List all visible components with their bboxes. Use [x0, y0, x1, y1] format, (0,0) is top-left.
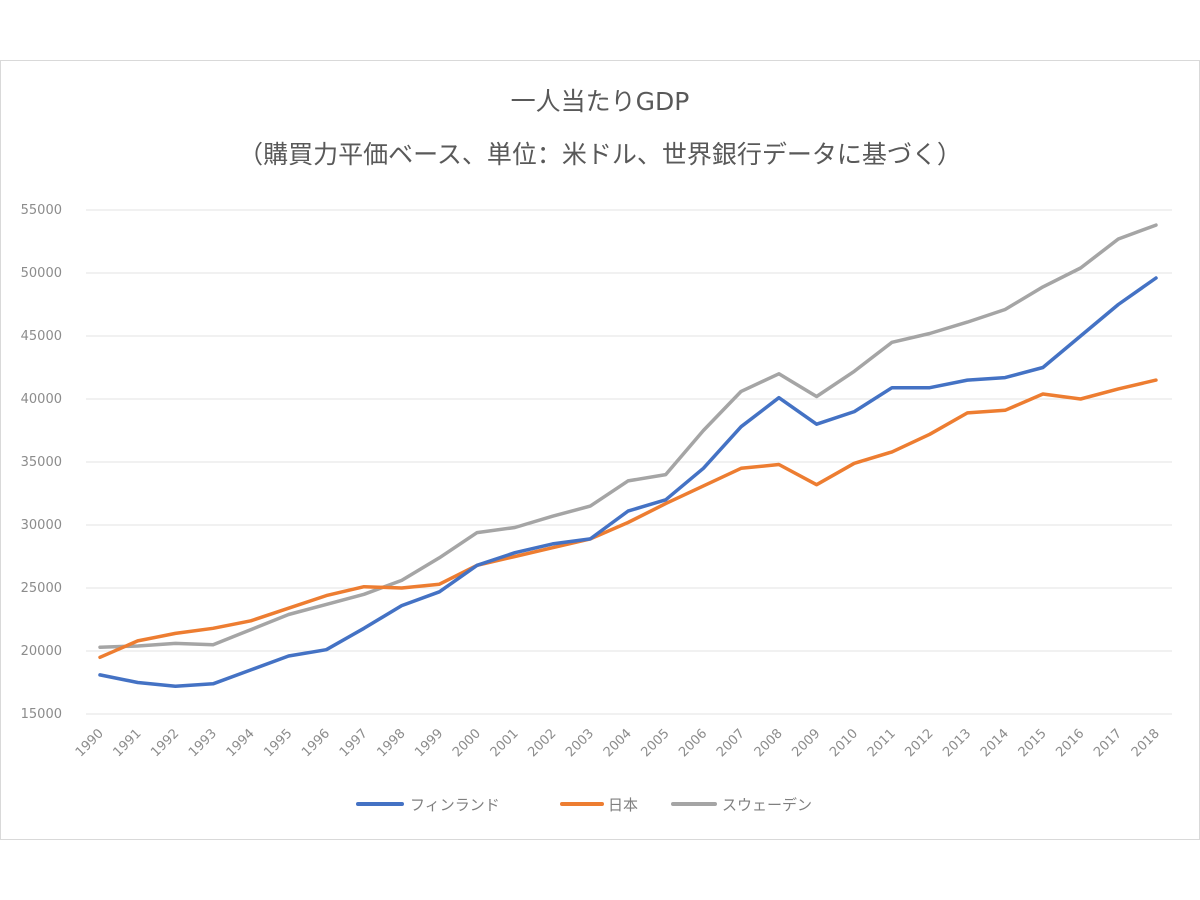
x-tick-1998: 1998 [375, 726, 409, 760]
chart-subtitle: （購買力平価ベース、単位：米ドル、世界銀行データに基づく） [238, 140, 962, 169]
x-tick-1993: 1993 [186, 726, 220, 760]
series-line-sweden [98, 223, 1158, 649]
x-tick-2000: 2000 [450, 726, 484, 760]
x-tick-2002: 2002 [525, 726, 559, 760]
x-tick-2018: 2018 [1129, 726, 1163, 760]
series-lines [98, 223, 1158, 689]
x-tick-1995: 1995 [261, 726, 295, 760]
x-tick-2003: 2003 [563, 726, 597, 760]
legend-label-japan: 日本 [608, 796, 638, 814]
x-tick-1991: 1991 [111, 726, 145, 760]
x-tick-2007: 2007 [714, 726, 748, 760]
y-tick-55000: 55000 [21, 203, 62, 218]
x-tick-2004: 2004 [601, 726, 635, 760]
y-tick-50000: 50000 [21, 266, 62, 281]
x-tick-1999: 1999 [412, 726, 446, 760]
x-tick-2013: 2013 [940, 726, 974, 760]
x-tick-2005: 2005 [639, 726, 673, 760]
x-tick-2001: 2001 [488, 726, 522, 760]
x-tick-1994: 1994 [224, 726, 258, 760]
x-tick-2010: 2010 [827, 726, 861, 760]
x-tick-1996: 1996 [299, 726, 333, 760]
x-tick-2015: 2015 [1016, 726, 1050, 760]
y-axis-ticks: 15000 20000 25000 30000 35000 40000 45000 50000… [21, 203, 62, 722]
y-tick-45000: 45000 [21, 329, 62, 344]
chart-frame [0, 60, 1200, 840]
legend-label-sweden: スウェーデン [722, 796, 812, 814]
x-tick-2017: 2017 [1091, 726, 1125, 760]
y-tick-40000: 40000 [21, 392, 62, 407]
y-tick-20000: 20000 [21, 644, 62, 659]
x-tick-2016: 2016 [1053, 726, 1087, 760]
x-tick-2014: 2014 [978, 726, 1012, 760]
x-tick-2012: 2012 [903, 726, 937, 760]
y-tick-25000: 25000 [21, 581, 62, 596]
series-line-japan [98, 378, 1158, 660]
legend-label-finland: フィンランド [410, 796, 500, 814]
x-tick-1997: 1997 [337, 726, 371, 760]
chart-title: 一人当たりGDP [511, 87, 690, 116]
series-line-finland [98, 276, 1158, 689]
x-axis-ticks: 1990 1991 1992 1993 1994 1995 1996 1997 1998 1999… [73, 726, 1163, 760]
x-tick-2006: 2006 [676, 726, 710, 760]
y-tick-15000: 15000 [21, 707, 62, 722]
x-tick-2009: 2009 [789, 726, 823, 760]
legend: フィンランド 日本 スウェーデン [356, 796, 812, 814]
x-tick-1992: 1992 [148, 726, 182, 760]
x-tick-2011: 2011 [865, 726, 899, 760]
y-tick-35000: 35000 [21, 455, 62, 470]
x-tick-2008: 2008 [752, 726, 786, 760]
y-tick-30000: 30000 [21, 518, 62, 533]
gridlines [86, 209, 1172, 715]
x-tick-1990: 1990 [73, 726, 107, 760]
